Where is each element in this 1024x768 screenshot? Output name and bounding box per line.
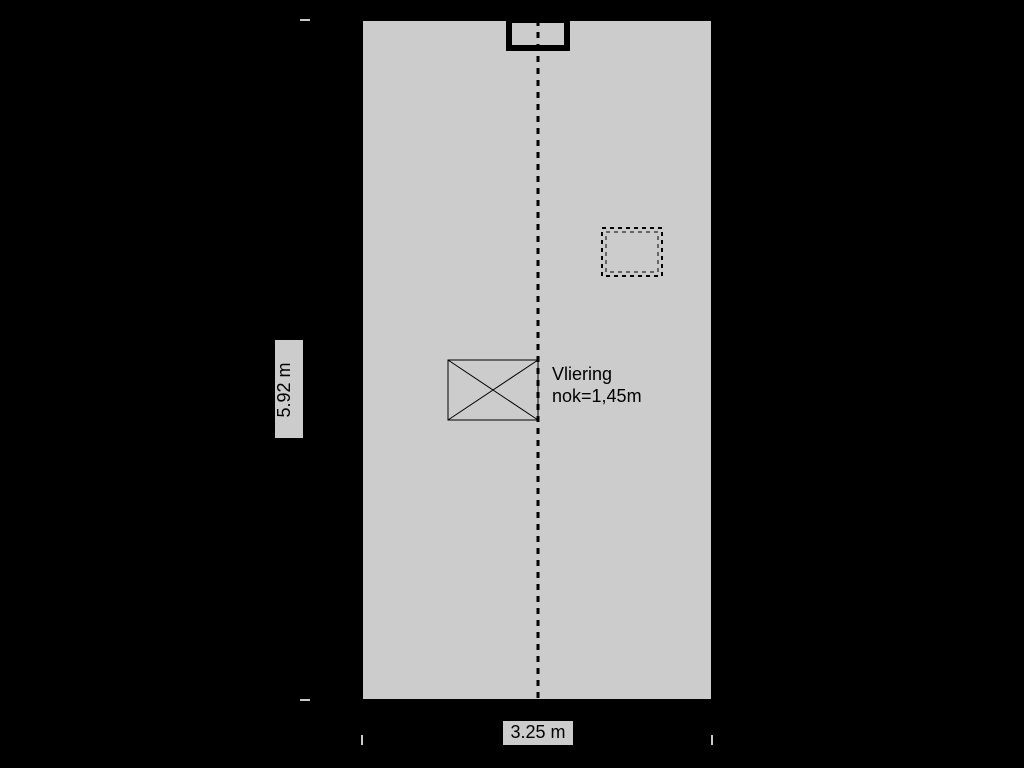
room-sub-label: nok=1,45m: [552, 386, 642, 406]
dim-width-text: 3.25 m: [510, 722, 565, 742]
floorplan-diagram: Vlieringnok=1,45m 5.92 m 3.25 m: [0, 0, 1024, 768]
dim-height-text: 5.92 m: [274, 362, 294, 417]
room-name-label: Vliering: [552, 364, 612, 384]
